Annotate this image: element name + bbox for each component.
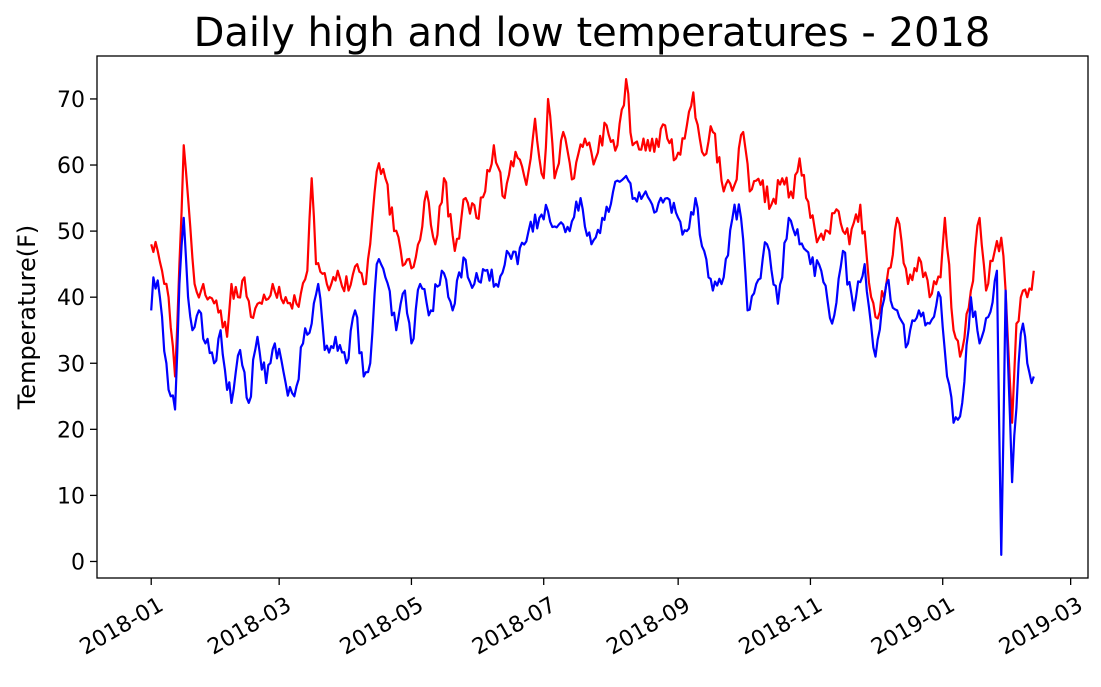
x-tick-label: 2019-03 <box>995 593 1087 661</box>
y-axis-label: Temperature(F) <box>13 225 41 411</box>
y-tick-label: 60 <box>57 154 85 179</box>
x-tick-label: 2018-05 <box>336 593 428 661</box>
x-tick-label: 2018-07 <box>468 593 560 661</box>
chart-title: Daily high and low temperatures - 2018 <box>194 10 991 56</box>
y-tick-label: 30 <box>57 352 85 377</box>
x-axis: 2018-01 2018-03 2018-05 2018-07 2018-09 2018-… <box>76 578 1087 661</box>
x-tick-label: 2019-01 <box>867 593 959 661</box>
y-tick-label: 40 <box>57 286 85 311</box>
x-tick-label: 2018-09 <box>603 593 695 661</box>
x-tick-label: 2018-11 <box>735 593 827 661</box>
y-tick-label: 50 <box>57 220 85 245</box>
series-layer <box>150 78 1035 556</box>
y-tick-label: 70 <box>57 88 85 113</box>
y-tick-label: 0 <box>71 550 85 575</box>
plot-area-frame <box>96 55 1089 579</box>
low-temperature-line <box>150 174 1035 556</box>
x-tick-label: 2018-03 <box>204 593 296 661</box>
y-tick-label: 20 <box>57 418 85 443</box>
y-axis: 0 10 20 30 40 50 60 70 <box>57 88 97 575</box>
y-tick-label: 10 <box>57 484 85 509</box>
x-tick-label: 2018-01 <box>76 593 168 661</box>
